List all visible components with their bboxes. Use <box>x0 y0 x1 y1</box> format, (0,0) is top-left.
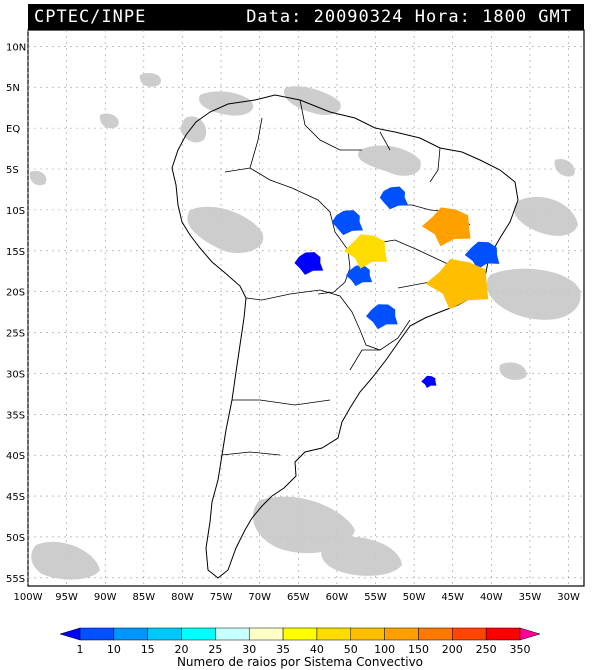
blue-cluster-west-mato-grosso <box>331 210 364 236</box>
lat-tick-label: 10S <box>6 206 25 217</box>
legend-value-label: 20 <box>175 643 189 656</box>
orange-cluster-minas <box>425 259 489 310</box>
lon-tick-label: 85W <box>133 592 156 603</box>
map-header: CPTEC/INPE Data: 20090324 Hora: 1800 GMT <box>28 4 584 30</box>
legend-caption: Numero de raios por Sistema Convectivo <box>177 655 423 669</box>
lat-tick-label: 40S <box>6 451 25 462</box>
lat-tick-label: 5N <box>6 83 20 94</box>
lon-tick-label: 60W <box>326 592 349 603</box>
legend-arrow-left <box>59 627 81 641</box>
legend-value-label: 10 <box>107 643 121 656</box>
lon-tick-label: 70W <box>248 592 271 603</box>
legend-value-label: 15 <box>141 643 155 656</box>
convective-systems <box>294 186 500 388</box>
legend-arrow-right <box>519 627 541 641</box>
lat-tick-label: 5S <box>6 165 19 176</box>
lat-tick-label: 20S <box>6 288 25 299</box>
lon-tick-label: 80W <box>171 592 194 603</box>
lat-tick-label: 25S <box>6 329 25 340</box>
legend-value-label: 25 <box>208 643 222 656</box>
lat-tick-label: 35S <box>6 410 25 421</box>
legend-value-label: 50 <box>344 643 358 656</box>
legend-value-label: 350 <box>510 643 531 656</box>
yellow-cluster-mato-grosso <box>344 234 388 269</box>
lon-tick-label: 35W <box>519 592 542 603</box>
legend-value-label: 100 <box>374 643 395 656</box>
lon-tick-label: 50W <box>403 592 426 603</box>
legend-swatch <box>350 627 385 641</box>
lat-tick-label: 55S <box>6 574 25 585</box>
legend-swatch <box>452 627 487 641</box>
legend-value-label: 200 <box>442 643 463 656</box>
legend-swatch <box>248 627 284 641</box>
lon-tick-label: 65W <box>287 592 310 603</box>
orange-cluster-goias <box>421 207 471 247</box>
legend-swatch <box>147 627 182 641</box>
axis-labels: 10N 5N EQ 5S 10S 15S 20S 25S 30S 35S 40S 45S 50S 55S 1… <box>6 42 580 603</box>
color-legend: 1 10 15 20 25 30 35 40 50 100 150 200 250 350 Numero … <box>59 627 541 669</box>
blue-cluster-mato-grosso-sul <box>346 265 373 287</box>
legend-value-label: 1 <box>77 643 84 656</box>
legend-swatch <box>485 627 521 641</box>
legend-colorbar: 1 10 15 20 25 30 35 40 50 100 150 200 250 350 <box>59 627 541 656</box>
legend-swatch <box>418 627 453 641</box>
header-datetime: Data: 20090324 Hora: 1800 GMT <box>246 7 572 27</box>
legend-swatch <box>215 627 250 641</box>
lon-tick-label: 55W <box>364 592 387 603</box>
legend-swatch <box>384 627 419 641</box>
legend-swatch <box>113 627 148 641</box>
blue-cluster-parana <box>365 304 398 330</box>
lat-tick-label: 30S <box>6 369 25 380</box>
lightning-map: 10N 5N EQ 5S 10S 15S 20S 25S 30S 35S 40S 45S 50S 55S 1… <box>6 29 585 603</box>
lat-tick-label: 50S <box>6 533 25 544</box>
blue-cluster-atlantic <box>421 375 437 388</box>
legend-value-label: 30 <box>242 643 256 656</box>
south-america-outline <box>171 94 519 579</box>
lon-tick-label: 30W <box>557 592 580 603</box>
legend-value-label: 40 <box>310 643 324 656</box>
lat-tick-label: 15S <box>6 247 25 258</box>
blue-cluster-north-mato-grosso <box>379 186 409 210</box>
lat-tick-label: 10N <box>6 42 26 53</box>
lon-tick-label: 75W <box>210 592 233 603</box>
lat-tick-label: 45S <box>6 492 25 503</box>
header-source: CPTEC/INPE <box>34 7 147 27</box>
blue-cluster-bahia <box>464 241 500 270</box>
lat-tick-label: EQ <box>6 124 20 135</box>
blue-cluster-rondonia <box>294 252 324 275</box>
lon-tick-label: 45W <box>441 592 464 603</box>
legend-value-label: 250 <box>476 643 497 656</box>
lon-tick-label: 40W <box>480 592 503 603</box>
legend-swatch <box>181 627 216 641</box>
legend-swatch <box>282 627 318 641</box>
legend-value-label: 35 <box>276 643 290 656</box>
legend-swatch <box>79 627 115 641</box>
legend-value-label: 150 <box>408 643 429 656</box>
lon-tick-label: 100W <box>14 592 43 603</box>
lon-tick-label: 90W <box>94 592 117 603</box>
legend-swatch <box>316 627 352 641</box>
cloud-cover <box>29 73 581 580</box>
lon-tick-label: 95W <box>55 592 78 603</box>
